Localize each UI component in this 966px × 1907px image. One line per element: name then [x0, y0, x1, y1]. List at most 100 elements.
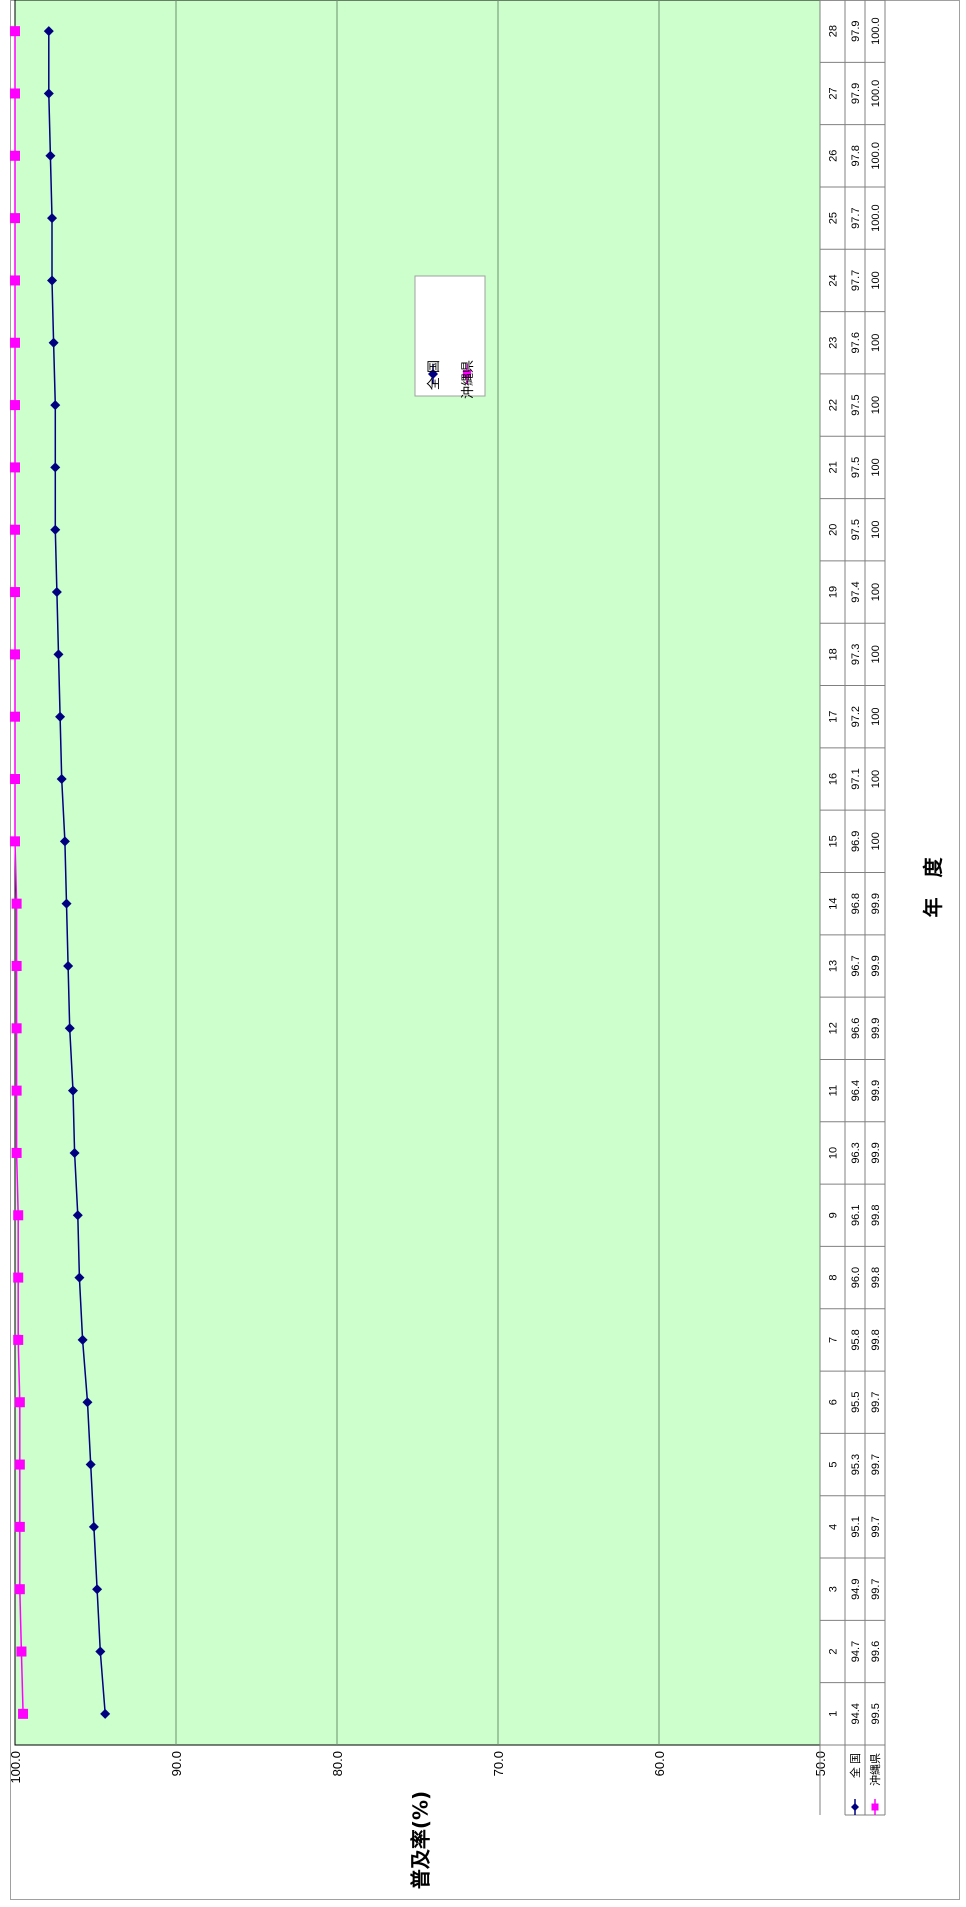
table-cell: 95.3 — [850, 1454, 862, 1475]
table-cell: 99.7 — [870, 1578, 882, 1599]
data-point — [82, 1397, 93, 1408]
table-cell: 96.0 — [850, 1267, 862, 1288]
table-cell: 96.4 — [850, 1080, 862, 1101]
x-tick-label: 28 — [828, 25, 840, 37]
x-tick-label: 13 — [828, 960, 840, 972]
data-point — [43, 88, 54, 99]
data-point — [47, 213, 58, 224]
data-point — [11, 898, 22, 909]
x-tick-label: 22 — [828, 399, 840, 411]
table-cell: 97.3 — [850, 644, 862, 665]
data-point — [100, 1708, 111, 1719]
x-tick-label: 25 — [828, 212, 840, 224]
x-tick-label: 16 — [828, 773, 840, 785]
data-point — [56, 774, 67, 785]
table-cell: 94.4 — [850, 1703, 862, 1724]
legend-key-marker — [463, 370, 471, 378]
data-point — [18, 1708, 29, 1719]
data-point — [74, 1272, 85, 1283]
legend-label: 全 国 — [426, 360, 442, 390]
y-tick-label: 70.0 — [491, 1751, 506, 1776]
table-cell: 97.6 — [850, 332, 862, 353]
table-cell: 96.7 — [850, 955, 862, 976]
table-cell: 97.5 — [850, 457, 862, 478]
data-point — [63, 960, 74, 971]
table-cell: 96.3 — [850, 1142, 862, 1163]
data-point — [10, 462, 20, 473]
data-point — [10, 774, 20, 785]
table-cell: 97.1 — [850, 768, 862, 789]
legend-key-marker — [428, 369, 438, 379]
x-tick-label: 6 — [828, 1399, 840, 1405]
data-point — [10, 711, 20, 722]
x-tick-label: 3 — [828, 1586, 840, 1592]
x-tick-label: 21 — [828, 461, 840, 473]
data-point — [13, 1210, 24, 1221]
x-axis-title: 年 度 — [921, 857, 945, 918]
data-point — [48, 337, 59, 348]
table-cell: 95.8 — [850, 1329, 862, 1350]
series-line-2 — [14, 31, 24, 1714]
data-point — [14, 1459, 25, 1470]
x-tick-label: 11 — [828, 1085, 840, 1096]
x-tick-label: 18 — [828, 648, 840, 660]
table-row-header: 沖縄県 — [868, 1753, 882, 1815]
data-point — [14, 1397, 25, 1408]
data-point — [14, 1584, 25, 1595]
x-tick-label: 4 — [828, 1524, 840, 1530]
x-tick-label: 17 — [828, 711, 840, 723]
x-tick-label: 15 — [828, 835, 840, 847]
data-point — [10, 337, 20, 348]
data-point — [11, 1085, 22, 1096]
data-point — [85, 1459, 96, 1470]
x-tick-label: 9 — [828, 1212, 840, 1218]
table-cell: 99.5 — [870, 1703, 882, 1724]
data-point — [13, 1272, 24, 1283]
table-cell: 99.7 — [870, 1392, 882, 1413]
table-cell: 97.8 — [850, 145, 862, 166]
table-cell: 100 — [870, 521, 882, 539]
table-cell: 100 — [870, 708, 882, 726]
x-tick-label: 5 — [828, 1461, 840, 1467]
y-tick-label: 60.0 — [652, 1751, 667, 1776]
data-point — [10, 649, 20, 660]
x-tick-label: 20 — [828, 524, 840, 536]
x-tick-label: 1 — [828, 1711, 840, 1717]
table-key-marker — [851, 1803, 859, 1811]
table-cell: 100 — [870, 583, 882, 601]
data-point — [47, 275, 58, 286]
data-point — [10, 524, 20, 535]
data-point — [10, 400, 20, 411]
table-cell: 100.0 — [870, 80, 882, 108]
gridlines — [175, 0, 660, 1745]
table-cell: 100 — [870, 271, 882, 289]
table-cell: 100 — [870, 645, 882, 663]
series-lines — [14, 31, 106, 1714]
table-cell: 99.9 — [870, 1142, 882, 1163]
table-cell: 99.7 — [870, 1516, 882, 1537]
y-tick-label: 100.0 — [8, 1751, 23, 1784]
data-point — [16, 1646, 27, 1657]
table-cell: 99.9 — [870, 893, 882, 914]
table-cell: 100 — [870, 396, 882, 414]
table-cell: 99.9 — [870, 1080, 882, 1101]
data-point — [13, 1334, 24, 1345]
series-markers — [10, 26, 111, 1719]
data-point — [10, 26, 20, 37]
table-cell: 95.1 — [850, 1516, 862, 1537]
table-cell: 97.5 — [850, 394, 862, 415]
data-point — [72, 1210, 83, 1221]
table-cell: 95.5 — [850, 1392, 862, 1413]
data-point — [50, 400, 61, 411]
table-cell: 94.7 — [850, 1641, 862, 1662]
table-cell: 100 — [870, 770, 882, 788]
table-cell: 99.9 — [870, 1018, 882, 1039]
data-point — [88, 1521, 99, 1532]
table-cell: 96.9 — [850, 831, 862, 852]
data-point — [10, 836, 20, 847]
y-tick-label: 80.0 — [330, 1751, 345, 1776]
data-point — [53, 649, 64, 660]
table-cell: 100.0 — [870, 204, 882, 232]
data-point — [11, 1023, 22, 1034]
x-tick-label: 8 — [828, 1275, 840, 1281]
